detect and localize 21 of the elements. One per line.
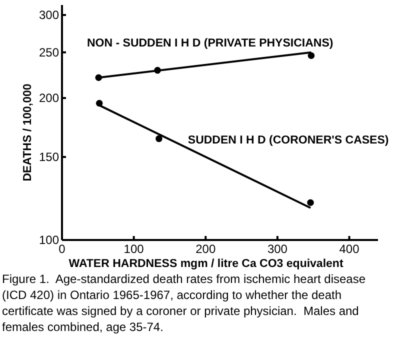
series-label: NON - SUDDEN I H D (PRIVATE PHYSICIANS) — [87, 37, 334, 50]
point — [308, 52, 315, 60]
x-tick-label: 100 — [124, 242, 144, 256]
point — [96, 100, 103, 107]
x-tick-label: 200 — [196, 242, 216, 256]
y-tick-label: 250 — [38, 45, 60, 60]
point — [307, 199, 314, 206]
point — [95, 74, 102, 81]
y-tick-label: 200 — [38, 91, 60, 106]
y-tick-label: 100 — [38, 233, 60, 247]
y-axis-title: DEATHS / 100,000 — [22, 84, 34, 182]
point — [156, 135, 162, 142]
x-axis-title: WATER HARDNESS mgm / litre Ca CO3 equivalent — [68, 258, 344, 270]
x-tick-label: 400 — [339, 242, 360, 256]
x-tick-label: 0 — [58, 242, 66, 256]
x-tick-label: 300 — [267, 242, 288, 256]
y-tick-label: 300 — [38, 8, 60, 22]
series-label: SUDDEN I H D (CORONER'S CASES) — [188, 134, 389, 147]
y-tick-label: 150 — [38, 150, 60, 164]
caption: Figure 1. Age-standardized death rates from ischemic heart disease (ICD 420) in Ontario 1965-1967, according to whether the death certificate was signed by a coroner or private physician. Males and females combined, age 35-74. — [2, 272, 366, 334]
point — [154, 66, 161, 74]
